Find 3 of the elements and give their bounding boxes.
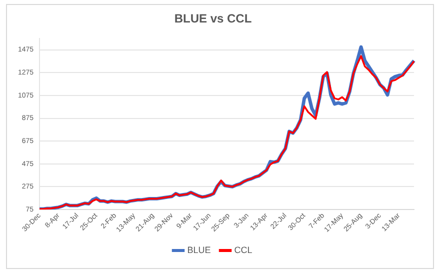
legend-label: BLUE [187,244,211,255]
chart-title: BLUE vs CCL [174,12,252,26]
legend-label: CCL [234,244,252,255]
